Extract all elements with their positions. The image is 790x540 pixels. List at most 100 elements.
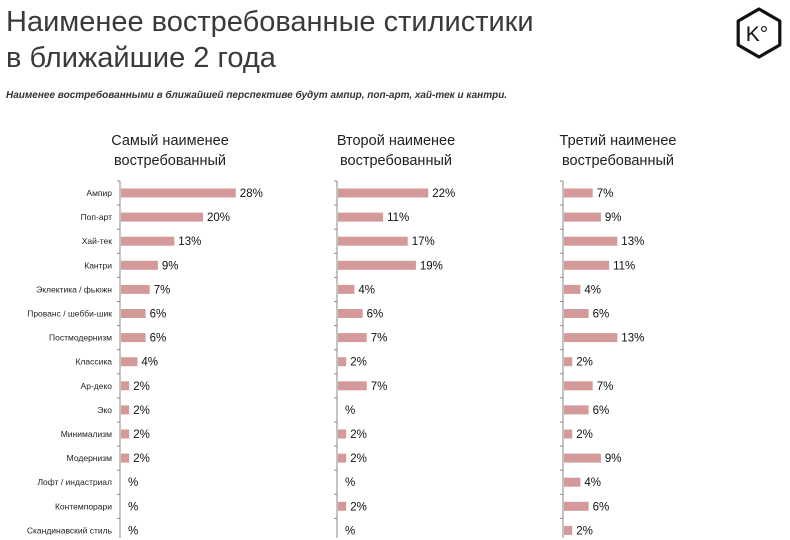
- data-label: %: [345, 477, 355, 489]
- data-label: 9%: [162, 260, 179, 272]
- bar: [564, 236, 618, 246]
- bar: [338, 284, 355, 294]
- category-label: Эклектика / фьюжн: [36, 284, 112, 294]
- page-title: Наименее востребованные стилистики в бли…: [6, 4, 646, 76]
- data-label: 2%: [133, 381, 150, 393]
- bar: [338, 333, 367, 343]
- bar: [564, 525, 573, 535]
- data-label: 11%: [387, 212, 409, 224]
- bar: [338, 260, 416, 270]
- bar: [121, 405, 130, 415]
- category-label: Минимализм: [61, 429, 112, 439]
- bar: [564, 309, 589, 318]
- bar: [564, 212, 601, 222]
- category-label: Прованс / шебби-шик: [27, 309, 112, 319]
- category-label: Ар-деко: [81, 381, 113, 391]
- data-label: 2%: [576, 525, 593, 537]
- data-label: 6%: [593, 405, 610, 417]
- series-header: востребованный: [562, 153, 674, 169]
- ko-hexagon-logo: K°: [736, 7, 782, 59]
- data-label: 6%: [367, 309, 384, 321]
- data-label: 2%: [350, 429, 367, 441]
- data-label: 9%: [605, 453, 622, 465]
- bar: [121, 309, 146, 318]
- bar: [121, 284, 150, 294]
- category-label: Классика: [75, 357, 112, 367]
- data-label: 2%: [133, 429, 150, 441]
- data-label: 13%: [621, 236, 644, 248]
- bar: [121, 212, 203, 222]
- series-header: Третий наименее: [560, 133, 677, 149]
- title-line-1: Наименее востребованные стилистики: [6, 6, 534, 38]
- bar: [121, 333, 146, 343]
- category-label: Ампир: [86, 188, 112, 198]
- data-label: 7%: [597, 381, 614, 393]
- bar: [121, 357, 138, 367]
- data-label: 4%: [141, 357, 158, 369]
- data-label: 13%: [621, 333, 644, 345]
- bar: [564, 357, 573, 367]
- data-label: 28%: [240, 188, 263, 200]
- bar: [121, 188, 236, 198]
- bar: [564, 333, 618, 343]
- category-label: Поп-арт: [81, 212, 113, 222]
- category-label: Постмодернизм: [49, 333, 112, 343]
- bar: [564, 188, 593, 198]
- data-label: 19%: [420, 260, 443, 272]
- data-label: 6%: [593, 501, 610, 513]
- bar: [338, 501, 347, 511]
- category-label: Скандинавский стиль: [27, 525, 113, 535]
- title-line-2: в ближайшие 2 года: [6, 42, 276, 74]
- series-header: востребованный: [340, 153, 452, 169]
- data-label: 7%: [371, 381, 388, 393]
- bar: [564, 260, 610, 270]
- bar: [121, 429, 130, 439]
- data-label: 4%: [358, 284, 375, 296]
- series-header: востребованный: [114, 153, 226, 169]
- data-label: 2%: [133, 453, 150, 465]
- data-label: 9%: [605, 212, 622, 224]
- bar: [564, 453, 601, 463]
- data-label: 2%: [576, 357, 593, 369]
- bar: [338, 453, 347, 463]
- data-label: 22%: [432, 188, 455, 200]
- data-label: 7%: [597, 188, 614, 200]
- bar: [564, 284, 581, 294]
- data-label: %: [128, 477, 138, 489]
- data-label: 2%: [576, 429, 593, 441]
- data-label: 2%: [133, 405, 150, 417]
- data-label: 6%: [150, 309, 167, 321]
- data-label: %: [345, 525, 355, 537]
- data-label: 2%: [350, 501, 367, 513]
- bar: [564, 381, 593, 391]
- bar: [121, 236, 175, 246]
- bar: [338, 381, 367, 391]
- bar: [338, 212, 384, 222]
- bar: [338, 357, 347, 367]
- series-header: Второй наименее: [337, 133, 455, 149]
- data-label: 6%: [593, 309, 610, 321]
- bar: [121, 381, 130, 391]
- category-label: Контемпорари: [55, 501, 112, 511]
- data-label: 2%: [350, 453, 367, 465]
- category-label: Эко: [97, 405, 112, 415]
- data-label: 7%: [154, 284, 171, 296]
- bar: [121, 260, 158, 270]
- data-label: 17%: [412, 236, 435, 248]
- data-label: 4%: [584, 477, 601, 489]
- bar: [338, 188, 429, 198]
- data-label: %: [128, 501, 138, 513]
- data-label: 20%: [207, 212, 230, 224]
- bar: [564, 477, 581, 487]
- data-label: 13%: [178, 236, 201, 248]
- data-label: 2%: [350, 357, 367, 369]
- data-label: %: [128, 525, 138, 537]
- category-label: Модернизм: [67, 453, 112, 463]
- bar: [564, 405, 589, 415]
- category-label: Хай-тек: [82, 236, 113, 246]
- bar: [121, 453, 130, 463]
- subtitle: Наименее востребованными в ближайшей пер…: [6, 90, 508, 101]
- bar: [338, 309, 363, 318]
- bar: [338, 236, 408, 246]
